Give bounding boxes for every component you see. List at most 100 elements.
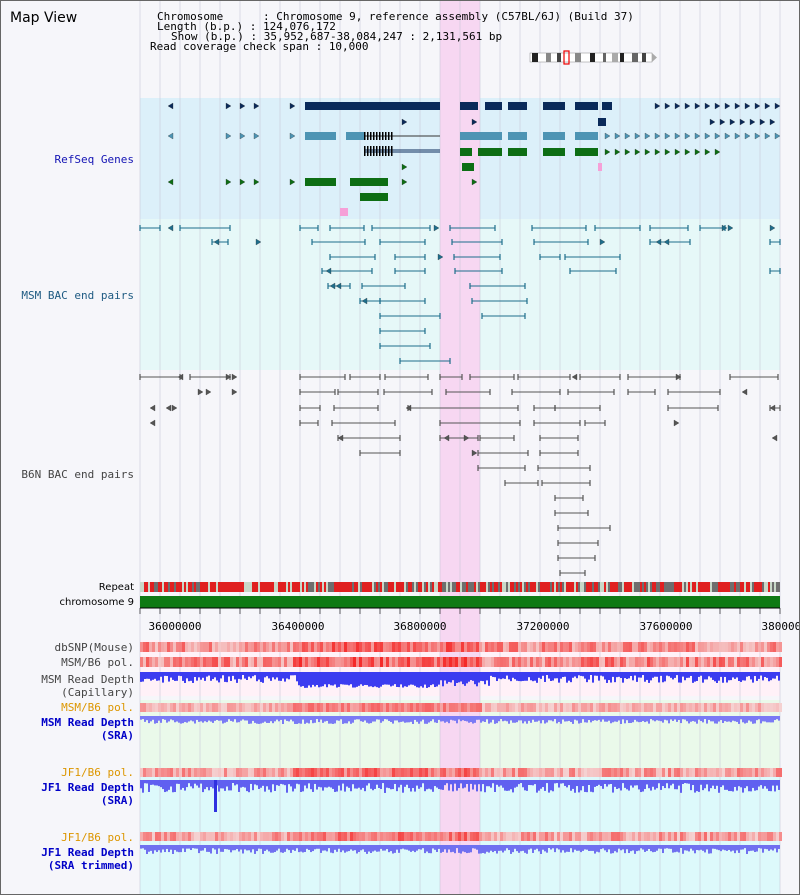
refseq-exon bbox=[305, 178, 336, 186]
refseq-exon bbox=[305, 102, 440, 110]
refseq-exon-tick bbox=[376, 132, 378, 140]
repeat-track[interactable] bbox=[140, 582, 780, 592]
refseq-arrow bbox=[239, 102, 246, 110]
refseq-arrow bbox=[744, 132, 751, 140]
refseq-arrow bbox=[604, 148, 611, 156]
refseq-exon bbox=[543, 102, 565, 110]
refseq-exon-tick bbox=[370, 148, 372, 156]
refseq-arrow bbox=[614, 132, 621, 140]
axis-tick-label: 37200000 bbox=[517, 620, 570, 633]
msm-end-arrow bbox=[213, 238, 220, 246]
chromosome-value: Chromosome 9, reference assembly (C57BL/… bbox=[276, 10, 634, 23]
jf1-b6-pol-trim-label: JF1/B6 pol. bbox=[61, 831, 134, 844]
refseq-exon bbox=[602, 102, 612, 110]
chromosome-ideogram[interactable] bbox=[529, 50, 657, 65]
refseq-arrow bbox=[724, 102, 731, 110]
refseq-arrow bbox=[704, 148, 711, 156]
refseq-arrow bbox=[764, 132, 771, 140]
refseq-arrow bbox=[644, 132, 651, 140]
refseq-arrow bbox=[253, 178, 260, 186]
refseq-exon bbox=[478, 148, 502, 156]
refseq-exon-tick bbox=[391, 148, 393, 156]
refseq-exon bbox=[485, 102, 502, 110]
refseq-exon bbox=[575, 132, 598, 140]
show-info: Show (b.p.) : 35,952,687-38,084,247 : 2,… bbox=[171, 30, 503, 43]
refseq-arrow bbox=[289, 132, 296, 140]
refseq-arrow bbox=[644, 148, 651, 156]
refseq-arrow bbox=[724, 132, 731, 140]
refseq-arrow bbox=[225, 178, 232, 186]
refseq-exon-tick bbox=[367, 132, 369, 140]
refseq-exon-tick bbox=[388, 132, 390, 140]
msm-depth-sra-line1: MSM Read Depth bbox=[41, 716, 134, 729]
show-value: 35,952,687-38,084,247 : 2,131,561 bp bbox=[263, 30, 503, 43]
refseq-exon-tick bbox=[364, 148, 366, 156]
b6n-end-arrow bbox=[769, 404, 776, 412]
refseq-arrow bbox=[654, 102, 661, 110]
refseq-arrow bbox=[739, 118, 746, 126]
refseq-exon-tick bbox=[370, 132, 372, 140]
refseq-arrow bbox=[624, 148, 631, 156]
b6n-end-arrow bbox=[337, 434, 344, 442]
refseq-arrow bbox=[774, 132, 781, 140]
refseq-exon-tick bbox=[379, 132, 381, 140]
repeat-label: Repeat bbox=[98, 582, 134, 593]
refseq-exon bbox=[305, 132, 336, 140]
refseq-exon bbox=[460, 132, 502, 140]
refseq-arrow bbox=[253, 132, 260, 140]
msm-end-arrow bbox=[663, 238, 670, 246]
axis-tick-label: 36000000 bbox=[149, 620, 202, 633]
refseq-arrow bbox=[719, 118, 726, 126]
refseq-arrow bbox=[694, 102, 701, 110]
refseq-exon bbox=[508, 132, 527, 140]
msm-bac-end-pairs-track[interactable] bbox=[139, 224, 781, 364]
msm-end-arrow bbox=[335, 282, 342, 290]
refseq-arrow bbox=[225, 102, 232, 110]
refseq-arrow bbox=[674, 132, 681, 140]
refseq-genes-label[interactable]: RefSeq Genes bbox=[54, 153, 134, 166]
b6n-end-arrow bbox=[149, 404, 156, 412]
refseq-arrow bbox=[684, 102, 691, 110]
axis-tick-label: 36800000 bbox=[394, 620, 447, 633]
refseq-arrow bbox=[774, 102, 781, 110]
b6n-bac-end-pairs-track[interactable] bbox=[139, 373, 781, 576]
msm-bac-label[interactable]: MSM BAC end pairs bbox=[21, 289, 134, 302]
refseq-arrow bbox=[167, 102, 174, 110]
refseq-arrow bbox=[734, 102, 741, 110]
refseq-arrow bbox=[167, 178, 174, 186]
refseq-exon bbox=[575, 102, 598, 110]
refseq-exon bbox=[460, 102, 478, 110]
msm-depth-sra-line2: (SRA) bbox=[100, 729, 134, 742]
refseq-pink-marker bbox=[340, 208, 348, 216]
length-info: Length (b.p.) : 124,076,172 bbox=[157, 21, 336, 32]
b6n-end-arrow bbox=[471, 449, 478, 457]
b6n-end-arrow bbox=[231, 373, 238, 381]
msm-end-arrow bbox=[433, 224, 440, 232]
refseq-genes-track[interactable] bbox=[167, 102, 781, 216]
refseq-exon bbox=[360, 193, 388, 201]
msm-depth-capillary-label: MSM Read Depth (Capillary) bbox=[41, 673, 134, 699]
b6n-bac-label[interactable]: B6N BAC end pairs bbox=[21, 468, 134, 481]
refseq-arrow bbox=[754, 102, 761, 110]
refseq-arrow bbox=[694, 132, 701, 140]
refseq-arrow bbox=[764, 102, 771, 110]
refseq-arrow bbox=[704, 132, 711, 140]
refseq-arrow bbox=[253, 102, 260, 110]
coverage-info: Read coverage check span : 10,000 bbox=[150, 41, 369, 52]
chromosome-bar[interactable] bbox=[140, 596, 780, 608]
refseq-arrow bbox=[471, 118, 478, 126]
vertical-grid bbox=[139, 0, 781, 895]
msm-end-arrow bbox=[437, 253, 444, 261]
b6n-end-arrow bbox=[197, 388, 204, 396]
refseq-arrow bbox=[714, 148, 721, 156]
refseq-exon-tick bbox=[385, 148, 387, 156]
msm-end-arrow bbox=[769, 224, 776, 232]
msm-end-arrow bbox=[255, 238, 262, 246]
refseq-arrow bbox=[754, 132, 761, 140]
msm-end-arrow bbox=[727, 224, 734, 232]
refseq-arrow bbox=[634, 132, 641, 140]
refseq-exon bbox=[460, 148, 472, 156]
page-title: Map View bbox=[10, 10, 78, 26]
refseq-arrow bbox=[471, 178, 478, 186]
msm-b6-pol-sra-label: MSM/B6 pol. bbox=[61, 701, 134, 714]
